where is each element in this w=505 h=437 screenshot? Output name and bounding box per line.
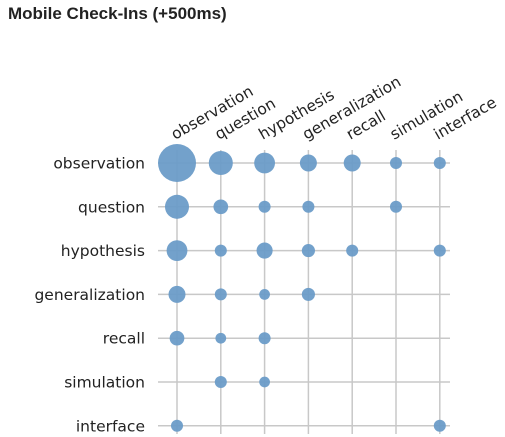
bubble-generalization-hypothesis	[259, 289, 270, 300]
bubble-interface-interface	[433, 419, 446, 432]
bubble-observation-interface	[433, 156, 446, 170]
row-label-generalization: generalization	[34, 286, 145, 304]
bubble-observation-observation	[158, 144, 196, 182]
bubble-question-question	[213, 199, 229, 215]
bubble-question-observation	[164, 194, 190, 219]
bubble-question-generalization	[302, 200, 315, 213]
bubble-recall-question	[215, 332, 227, 344]
row-label-question: question	[78, 198, 145, 216]
bubble-hypothesis-interface	[433, 244, 446, 257]
bubble-generalization-observation	[168, 285, 186, 303]
bubble-hypothesis-question	[214, 244, 227, 257]
bubble-hypothesis-observation	[166, 240, 188, 262]
row-label-simulation: simulation	[64, 374, 145, 392]
bubble-question-hypothesis	[258, 200, 271, 213]
bubble-question-simulation	[389, 200, 403, 213]
row-label-interface: interface	[76, 417, 145, 435]
bubble-hypothesis-generalization	[301, 244, 315, 258]
bubble-simulation-hypothesis	[259, 376, 270, 388]
column-labels: observationquestionhypothesisgeneralizat…	[168, 73, 500, 144]
bubble-observation-recall	[343, 154, 361, 172]
chart-title: Mobile Check-Ins (+500ms)	[8, 4, 227, 23]
bubble-recall-hypothesis	[258, 332, 271, 345]
bubble-observation-hypothesis	[254, 152, 276, 174]
row-label-recall: recall	[103, 330, 145, 348]
bubble-hypothesis-recall	[346, 244, 359, 257]
bubble-generalization-question	[214, 288, 227, 301]
row-label-observation: observation	[53, 155, 145, 173]
row-label-hypothesis: hypothesis	[61, 242, 145, 260]
bubble-interface-observation	[170, 419, 184, 432]
bubble-observation-question	[208, 150, 233, 176]
bubble-recall-observation	[169, 330, 185, 346]
bubbles	[158, 144, 446, 432]
bubble-observation-generalization	[299, 154, 317, 172]
bubble-observation-simulation	[389, 156, 403, 170]
bubble-simulation-question	[214, 375, 227, 389]
row-labels: observation question hypothesis generalizat…	[34, 155, 145, 436]
bubble-hypothesis-hypothesis	[256, 242, 273, 259]
bubble-generalization-generalization	[301, 287, 315, 301]
